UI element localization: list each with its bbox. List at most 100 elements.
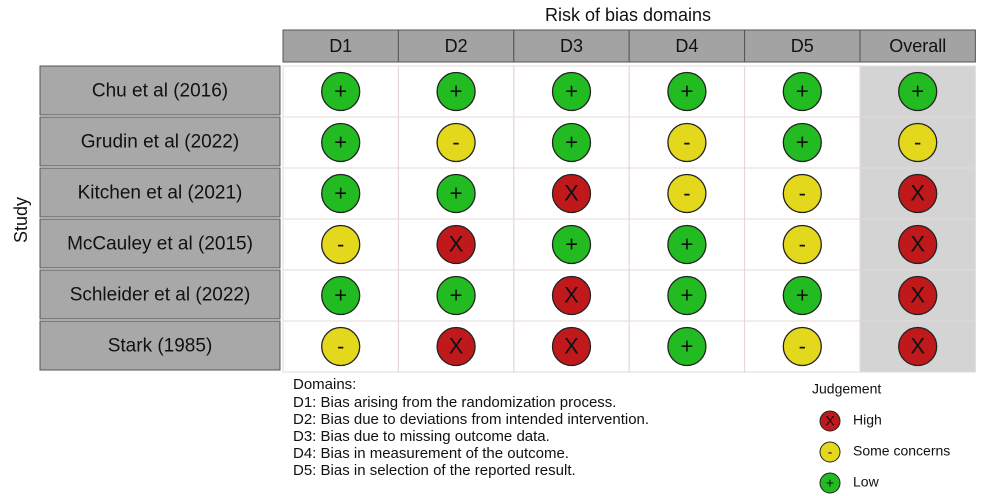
- judgement-symbol: -: [914, 129, 921, 154]
- judgement-symbol: +: [334, 78, 347, 103]
- column-header-label: D5: [791, 36, 814, 56]
- legend-label: High: [853, 412, 882, 428]
- judgement-symbol: +: [565, 78, 578, 103]
- judgement-circle: [667, 173, 707, 214]
- judgement-symbol: +: [796, 78, 809, 103]
- judgement-symbol: +: [680, 78, 693, 103]
- study-cell: [39, 167, 281, 218]
- judgement-circle: [321, 326, 361, 367]
- study-cell: [39, 320, 281, 371]
- study-label: Chu et al (2016): [92, 81, 228, 102]
- judgement-symbol: +: [680, 282, 693, 307]
- judgement-symbol: +: [450, 78, 463, 103]
- judgement-circle: [551, 71, 592, 112]
- judgement-circle: [551, 326, 592, 367]
- judgement-symbol: +: [796, 129, 809, 154]
- judgement-circle: [436, 275, 476, 316]
- legend-label: Some concerns: [853, 443, 950, 459]
- judgement-circle: [551, 224, 592, 265]
- domain-description: D4: Bias in measurement of the outcome.: [293, 445, 569, 462]
- judgement-circle: [321, 71, 361, 112]
- column-header: [744, 29, 861, 63]
- judgement-circle: [551, 275, 592, 316]
- judgement-symbol: -: [683, 129, 690, 154]
- judgement-symbol: -: [683, 180, 690, 205]
- domains-title: Domains:: [293, 376, 356, 393]
- judgement-circle: [898, 71, 938, 112]
- judgement-circle: [667, 122, 707, 163]
- column-header-label: Overall: [889, 36, 946, 56]
- column-header-label: D2: [445, 36, 468, 56]
- column-header: [513, 29, 630, 63]
- judgement-symbol: X: [910, 180, 925, 205]
- legend-circle: [819, 441, 841, 463]
- judgement-symbol: +: [334, 129, 347, 154]
- judgement-symbol: X: [449, 231, 464, 256]
- judgement-symbol: -: [799, 231, 806, 256]
- judgement-circle: [436, 224, 476, 265]
- judgement-circle: [321, 275, 361, 316]
- grid-cell: [859, 320, 976, 373]
- judgement-circle: [667, 224, 707, 265]
- judgement-symbol: X: [564, 333, 579, 358]
- domain-description: D3: Bias due to missing outcome data.: [293, 428, 550, 445]
- judgement-symbol: +: [680, 231, 693, 256]
- legend-symbol: X: [825, 413, 835, 429]
- study-label: Stark (1985): [108, 336, 213, 357]
- judgement-symbol: X: [564, 282, 579, 307]
- y-label: Study: [11, 197, 31, 243]
- judgement-circle: [782, 224, 822, 265]
- judgement-symbol: X: [910, 282, 925, 307]
- judgement-circle: [551, 173, 592, 214]
- judgement-symbol: +: [565, 231, 578, 256]
- column-header: [397, 29, 515, 63]
- column-header: [282, 29, 399, 63]
- judgement-circle: [321, 122, 361, 163]
- judgement-circle: [898, 275, 938, 316]
- legend-symbol: +: [826, 475, 834, 491]
- legend-circle: [819, 410, 841, 432]
- judgement-symbol: -: [337, 231, 344, 256]
- study-label: Schleider et al (2022): [70, 285, 251, 306]
- study-cell: [39, 116, 281, 167]
- judgement-symbol: +: [450, 180, 463, 205]
- judgement-circle: [551, 122, 592, 163]
- judgement-symbol: X: [564, 180, 579, 205]
- domain-description: D1: Bias arising from the randomization …: [293, 394, 616, 411]
- title: Risk of bias domains: [545, 5, 711, 25]
- study-label: Grudin et al (2022): [81, 132, 239, 153]
- study-label: Kitchen et al (2021): [78, 183, 243, 204]
- judgement-circle: [436, 71, 476, 112]
- column-header-label: D4: [675, 36, 698, 56]
- legend-title: Judgement: [812, 381, 881, 397]
- judgement-symbol: -: [337, 333, 344, 358]
- judgement-symbol: +: [680, 333, 693, 358]
- judgement-symbol: -: [799, 333, 806, 358]
- judgement-circle: [321, 224, 361, 265]
- judgement-circle: [436, 173, 476, 214]
- judgement-circle: [667, 71, 707, 112]
- study-cell: [39, 269, 281, 320]
- study-cell: [39, 65, 281, 116]
- judgement-circle: [782, 122, 822, 163]
- legend-symbol: -: [828, 444, 833, 460]
- column-header: [859, 29, 976, 63]
- judgement-symbol: +: [334, 282, 347, 307]
- column-header-label: D1: [329, 36, 352, 56]
- judgement-symbol: -: [452, 129, 459, 154]
- judgement-circle: [898, 224, 938, 265]
- judgement-circle: [898, 173, 938, 214]
- judgement-symbol: +: [565, 129, 578, 154]
- judgement-symbol: -: [799, 180, 806, 205]
- judgement-symbol: +: [450, 282, 463, 307]
- legend-label: Low: [853, 474, 880, 490]
- column-header: [628, 29, 746, 63]
- judgement-circle: [782, 173, 822, 214]
- domain-description: D5: Bias in selection of the reported re…: [293, 462, 576, 479]
- judgement-symbol: X: [449, 333, 464, 358]
- judgement-circle: [898, 122, 938, 163]
- judgement-symbol: +: [796, 282, 809, 307]
- judgement-circle: [782, 275, 822, 316]
- judgement-symbol: +: [334, 180, 347, 205]
